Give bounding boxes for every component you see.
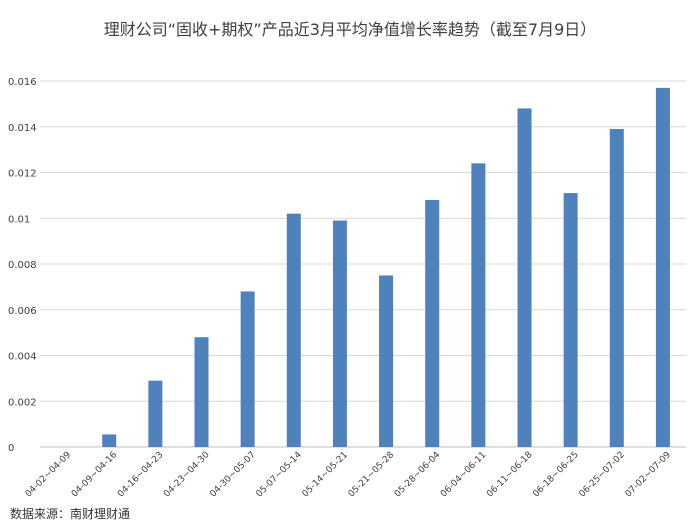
bar <box>102 434 117 447</box>
y-tick-label: 0.016 <box>8 77 37 88</box>
x-tick-label: 06-04~06-11 <box>439 450 488 499</box>
y-tick-label: 0.006 <box>8 306 37 317</box>
x-tick-label: 04-09~04-16 <box>70 450 120 500</box>
gridlines <box>40 80 686 448</box>
y-tick-label: 0.008 <box>8 260 37 271</box>
x-tick-label: 04-23~04-30 <box>162 450 212 500</box>
bar <box>240 291 255 447</box>
x-tick-label: 06-25~07-02 <box>578 450 627 499</box>
x-tick-label: 06-18~06-25 <box>531 450 580 499</box>
x-tick-label: 04-30~05-07 <box>208 450 257 499</box>
x-axis-ticks: 04-02~04-0904-09~04-1604-16~04-2304-23~0… <box>24 450 673 500</box>
bar <box>194 337 209 447</box>
y-tick-label: 0.014 <box>8 123 37 134</box>
bars <box>102 87 670 448</box>
bar <box>286 213 301 447</box>
source-note: 数据来源：南财理财通 <box>10 507 131 521</box>
bar <box>332 220 347 447</box>
x-tick-label: 05-28~06-04 <box>393 450 443 500</box>
y-tick-label: 0.012 <box>8 169 37 180</box>
bar <box>609 129 624 447</box>
x-tick-label: 05-14~05-21 <box>301 450 350 499</box>
y-tick-label: 0 <box>8 443 14 454</box>
bar <box>425 199 440 447</box>
bar <box>655 87 670 448</box>
x-tick-label: 04-02~04-09 <box>24 450 74 500</box>
x-tick-label: 05-21~05-28 <box>347 450 397 500</box>
y-tick-label: 0.004 <box>8 352 37 363</box>
x-tick-label: 06-11~06-18 <box>485 450 535 500</box>
bar <box>471 163 486 447</box>
chart-title: 理财公司“固收+期权”产品近3月平均净值增长率趋势（截至7月9日） <box>103 20 597 39</box>
x-tick-label: 05-07~05-14 <box>255 450 305 500</box>
y-axis-ticks: 0 0.002 0.004 0.006 0.008 0.01 0.012 0.014 0.016 <box>8 77 37 454</box>
bar <box>379 275 394 447</box>
x-tick-label: 04-16~04-23 <box>116 450 165 499</box>
bar <box>517 108 532 447</box>
y-tick-label: 0.002 <box>8 397 37 408</box>
y-tick-label: 0.01 <box>8 214 30 225</box>
x-tick-label: 07-02~07-09 <box>624 450 674 500</box>
bar <box>148 380 163 447</box>
bar <box>563 193 578 447</box>
